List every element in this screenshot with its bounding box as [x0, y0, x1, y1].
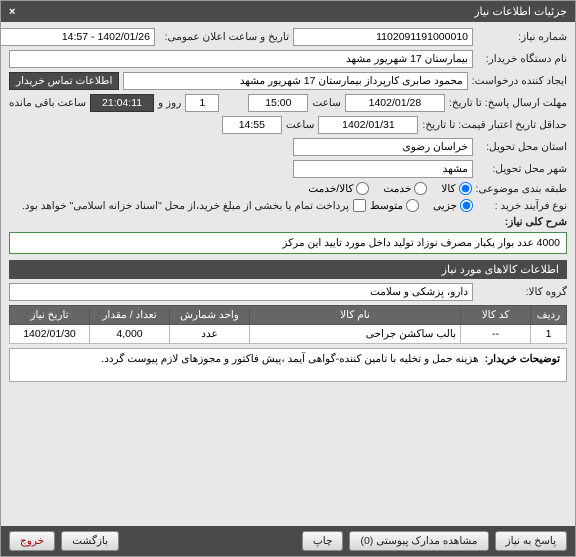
pt-partial-radio[interactable] — [460, 199, 473, 212]
buyer-note-label: توضیحات خریدار: — [485, 353, 560, 377]
hour-label-2: ساعت — [286, 119, 315, 131]
group-label: گروه کالا: — [477, 286, 567, 298]
modal-title: جزئیات اطلاعات نیاز — [474, 5, 567, 18]
buyer-note-text: هزینه حمل و تخلیه با تامین کننده-گواهی آ… — [101, 353, 478, 377]
province-label: استان محل تحویل: — [477, 141, 567, 153]
validity-label: حداقل تاریخ اعتبار قیمت: تا تاریخ: — [422, 119, 567, 131]
validity-hour-field: 14:55 — [222, 116, 282, 134]
need-details-modal: جزئیات اطلاعات نیاز × شماره نیاز: 110209… — [0, 0, 576, 557]
cell-qty: 4,000 — [90, 325, 170, 344]
category-goods-option[interactable]: کالا — [441, 182, 471, 195]
requester-label: ایجاد کننده درخواست: — [472, 75, 567, 87]
col-name: نام کالا — [250, 306, 461, 325]
category-goods-radio[interactable] — [459, 182, 472, 195]
contact-info-button[interactable]: اطلاعات تماس خریدار — [9, 72, 119, 90]
cell-unit: عدد — [170, 325, 250, 344]
need-description-box: 4000 عدد بوار یکبار مصرف نوزاد تولید داخ… — [9, 232, 567, 254]
pt-partial-option[interactable]: جزیی — [433, 199, 473, 212]
modal-footer: پاسخ به نیاز مشاهده مدارک پیوستی (0) چاپ… — [1, 526, 575, 556]
cell-date: 1402/01/30 — [10, 325, 90, 344]
col-code: کد کالا — [461, 306, 531, 325]
remaining-time-field: 21:04:11 — [90, 94, 154, 112]
items-header-row: ردیف کد کالا نام کالا واحد شمارش تعداد /… — [10, 306, 567, 325]
table-row[interactable]: 1 -- بالب ساکشن جراحی عدد 4,000 1402/01/… — [10, 325, 567, 344]
treasury-checkbox[interactable] — [353, 199, 366, 212]
pt-medium-option[interactable]: متوسط — [370, 199, 419, 212]
print-button[interactable]: چاپ — [302, 531, 344, 551]
need-no-field: 1102091191000010 — [293, 28, 473, 46]
items-table: ردیف کد کالا نام کالا واحد شمارش تعداد /… — [9, 305, 567, 344]
items-section-title: اطلاعات کالاهای مورد نیاز — [9, 260, 567, 279]
modal-title-bar: جزئیات اطلاعات نیاز × — [1, 1, 575, 22]
cell-code: -- — [461, 325, 531, 344]
city-field: مشهد — [293, 160, 473, 178]
category-radio-group: کالا خدمت کالا/خدمت — [308, 182, 471, 195]
buyer-note-box: توضیحات خریدار: هزینه حمل و تخلیه با تام… — [9, 348, 567, 382]
purchase-type-label: نوع فرآیند خرید : — [477, 200, 567, 212]
cell-name: بالب ساکشن جراحی — [250, 325, 461, 344]
col-qty: تعداد / مقدار — [90, 306, 170, 325]
category-label: طبقه بندی موضوعی: — [476, 183, 567, 195]
need-no-label: شماره نیاز: — [477, 31, 567, 43]
desc-label: شرح کلی نیاز: — [477, 216, 567, 228]
close-icon[interactable]: × — [9, 6, 15, 18]
buyer-org-field: بیمارستان 17 شهریور مشهد — [9, 50, 473, 68]
category-service-option[interactable]: خدمت — [383, 182, 427, 195]
remaining-label: ساعت باقی مانده — [9, 97, 86, 109]
exit-button[interactable]: خروج — [9, 531, 55, 551]
modal-content: شماره نیاز: 1102091191000010 تاریخ و ساع… — [1, 22, 575, 526]
category-both-option[interactable]: کالا/خدمت — [308, 182, 369, 195]
category-both-radio[interactable] — [356, 182, 369, 195]
public-dt-label: تاریخ و ساعت اعلان عمومی: — [159, 31, 289, 43]
cell-row: 1 — [531, 325, 567, 344]
group-field: دارو، پزشکی و سلامت — [9, 283, 473, 301]
purchase-type-radio-group: جزیی متوسط — [370, 199, 473, 212]
respond-button[interactable]: پاسخ به نیاز — [495, 531, 567, 551]
deadline-hour-field: 15:00 — [248, 94, 308, 112]
requester-field: محمود صابری کارپرداز بیمارستان 17 شهریور… — [123, 72, 467, 90]
treasury-checkbox-label[interactable]: پرداخت تمام یا بخشی از مبلغ خرید،از محل … — [22, 199, 366, 212]
pt-medium-radio[interactable] — [406, 199, 419, 212]
col-unit: واحد شمارش — [170, 306, 250, 325]
attachments-button[interactable]: مشاهده مدارک پیوستی (0) — [349, 531, 488, 551]
deadline-date-field: 1402/01/28 — [345, 94, 445, 112]
col-date: تاریخ نیاز — [10, 306, 90, 325]
category-service-radio[interactable] — [414, 182, 427, 195]
days-field: 1 — [185, 94, 219, 112]
city-label: شهر محل تحویل: — [477, 163, 567, 175]
back-button[interactable]: بازگشت — [61, 531, 119, 551]
validity-date-field: 1402/01/31 — [318, 116, 418, 134]
col-row: ردیف — [531, 306, 567, 325]
deadline-label: مهلت ارسال پاسخ: تا تاریخ: — [449, 97, 567, 109]
buyer-org-label: نام دستگاه خریدار: — [477, 53, 567, 65]
public-dt-field: 1402/01/26 - 14:57 — [1, 28, 155, 46]
province-field: خراسان رضوی — [293, 138, 473, 156]
hour-label-1: ساعت — [312, 97, 341, 109]
days-label: روز و — [158, 97, 181, 109]
